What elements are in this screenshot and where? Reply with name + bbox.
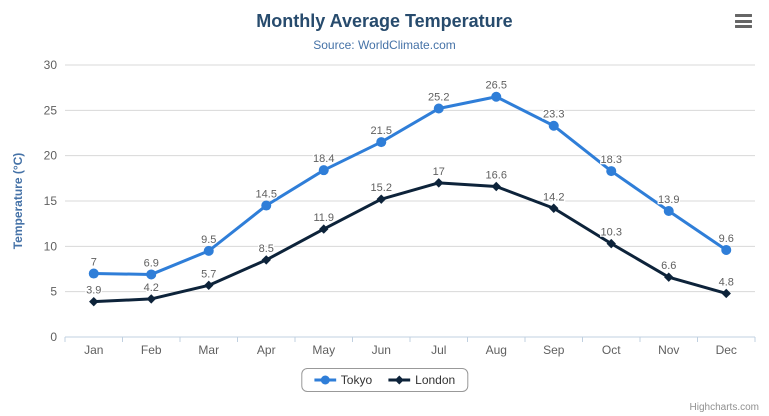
tokyo-data-label: 25.2 — [428, 92, 449, 104]
london-marker[interactable] — [549, 203, 559, 213]
y-axis-label: 30 — [44, 58, 58, 72]
london-data-label: 3.9 — [86, 285, 101, 297]
london-data-label: 16.6 — [486, 169, 507, 181]
tokyo-marker[interactable] — [491, 91, 502, 102]
x-axis-label: Aug — [486, 343, 507, 357]
tokyo-data-label: 7 — [91, 257, 97, 269]
london-data-label: 6.6 — [661, 260, 676, 272]
x-axis-label: Apr — [257, 343, 276, 357]
tokyo-marker[interactable] — [548, 120, 559, 131]
chart-title: Monthly Average Temperature — [256, 11, 513, 31]
tokyo-data-label: 18.4 — [313, 153, 334, 165]
tokyo-line — [92, 95, 728, 276]
legend-label-london: London — [415, 373, 456, 387]
y-axis-label: 15 — [44, 194, 58, 208]
london-marker[interactable] — [491, 181, 501, 192]
london-marker[interactable] — [376, 194, 386, 204]
tokyo-data-label: 13.9 — [658, 194, 679, 206]
london-data-label: 4.2 — [144, 282, 159, 294]
y-axis-label: 10 — [44, 239, 58, 253]
hamburger-menu-icon — [735, 14, 753, 28]
london-marker[interactable] — [434, 178, 444, 188]
tokyo-marker[interactable] — [203, 245, 214, 256]
london-marker[interactable] — [319, 224, 329, 234]
legend-label-tokyo: Tokyo — [340, 373, 373, 387]
tokyo-data-label: 18.3 — [601, 154, 622, 166]
x-axis-label: Nov — [658, 343, 679, 357]
y-axis-title: Temperature (°C) — [11, 153, 25, 250]
y-axis-label: 0 — [50, 330, 57, 344]
y-axis-label: 25 — [44, 103, 58, 117]
x-axis-label: May — [312, 343, 335, 357]
legend-item-london[interactable]: London — [388, 373, 455, 387]
london-data-label: 8.5 — [259, 243, 274, 255]
y-axis-label: 5 — [50, 285, 57, 299]
london-line — [92, 181, 728, 304]
london-data-label: 14.2 — [543, 191, 564, 203]
x-axis-label: Feb — [141, 343, 162, 357]
tokyo-marker[interactable] — [433, 103, 444, 114]
london-data-label: 5.7 — [201, 268, 216, 280]
tokyo-data-label: 9.5 — [201, 234, 216, 246]
y-axis-label: 20 — [44, 149, 58, 163]
x-axis-label: Jan — [84, 343, 103, 357]
london-marker[interactable] — [261, 255, 271, 265]
x-axis-label: Sep — [543, 343, 565, 357]
tokyo-marker[interactable] — [606, 166, 617, 177]
tokyo-series-marker-icon — [313, 375, 336, 385]
context-menu-button[interactable] — [733, 12, 755, 30]
tokyo-data-label: 14.5 — [256, 189, 277, 201]
tokyo-marker[interactable] — [376, 137, 387, 148]
x-axis-label: Jun — [372, 343, 391, 357]
legend: Tokyo London — [300, 368, 469, 392]
chart-subtitle: Source: WorldClimate.com — [313, 38, 456, 52]
tokyo-marker[interactable] — [318, 165, 329, 176]
tokyo-marker[interactable] — [261, 200, 272, 211]
highcharts-credits-link[interactable]: Highcharts.com — [689, 402, 759, 413]
x-axis-label: Oct — [602, 343, 621, 357]
legend-item-tokyo[interactable]: Tokyo — [313, 373, 373, 387]
london-data-label: 17 — [433, 166, 445, 178]
x-axis-label: Mar — [198, 343, 219, 357]
x-axis-label: Dec — [716, 343, 737, 357]
london-marker[interactable] — [721, 288, 731, 299]
tokyo-marker[interactable] — [146, 269, 157, 280]
tokyo-data-label: 23.3 — [543, 109, 564, 121]
tokyo-marker[interactable] — [721, 244, 732, 255]
london-marker[interactable] — [664, 272, 674, 282]
tokyo-data-label: 21.5 — [371, 125, 392, 137]
london-marker[interactable] — [89, 296, 99, 307]
london-data-label: 15.2 — [371, 182, 392, 194]
london-series-marker-icon — [388, 375, 411, 385]
tokyo-marker[interactable] — [663, 205, 674, 216]
london-data-label: 4.8 — [719, 276, 734, 288]
london-marker[interactable] — [204, 280, 214, 291]
tokyo-marker[interactable] — [88, 268, 99, 279]
x-axis-label: Jul — [431, 343, 446, 357]
london-marker[interactable] — [146, 294, 156, 304]
tokyo-data-label: 9.6 — [719, 233, 734, 245]
london-marker[interactable] — [606, 238, 616, 249]
london-data-label: 11.9 — [313, 212, 334, 224]
tokyo-data-label: 26.5 — [486, 80, 507, 92]
london-data-label: 10.3 — [601, 227, 622, 239]
tokyo-data-label: 6.9 — [144, 257, 159, 269]
